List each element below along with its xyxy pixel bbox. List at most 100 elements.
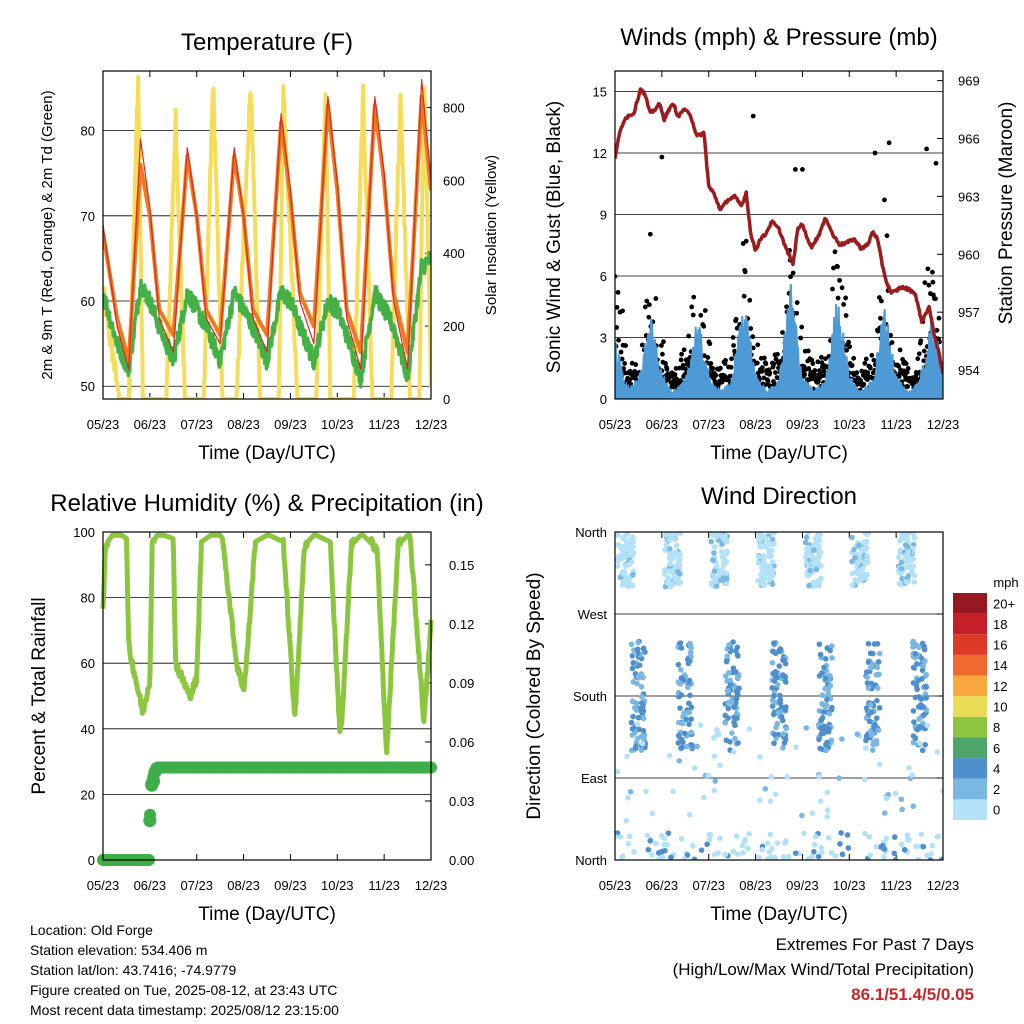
temp-xlabel: Time (Day/UTC) xyxy=(198,443,336,464)
winds-y2tick-label: 969 xyxy=(958,74,980,89)
winds-ytick-label: 6 xyxy=(600,269,607,284)
wind-dir-point xyxy=(635,714,642,721)
wdir-xtick-label: 08/23 xyxy=(739,878,772,893)
wind-dir-point xyxy=(684,743,690,750)
winds-y2label: Station Pressure (Maroon) xyxy=(996,102,1017,325)
gust-point xyxy=(933,296,938,302)
station-pressure-line xyxy=(615,87,943,375)
temp-y2tick-label: 600 xyxy=(443,173,465,188)
rh-y2tick-label: 0.03 xyxy=(449,794,474,809)
wind-dir-point xyxy=(640,645,647,652)
wind-dir-point xyxy=(876,704,883,711)
wind-dir-point xyxy=(710,557,716,564)
wind-dir-point xyxy=(815,578,821,584)
wind-dir-point xyxy=(910,739,917,746)
gust-point xyxy=(701,353,707,359)
gust-point xyxy=(713,372,719,378)
wind-dir-point xyxy=(812,833,819,840)
gust-point xyxy=(672,372,678,377)
wind-dir-point xyxy=(665,579,671,585)
wind-dir-point xyxy=(821,664,827,671)
gust-point xyxy=(710,366,716,371)
gust-point xyxy=(800,167,805,172)
gust-point xyxy=(897,371,903,376)
wind-dir-point xyxy=(705,772,712,779)
wind-dir-point xyxy=(675,732,682,739)
wind-dir-point xyxy=(676,758,683,764)
wind-dir-point xyxy=(767,576,773,583)
wind-dir-point xyxy=(873,741,880,747)
wind-dir-point xyxy=(865,640,872,647)
wind-dir-point xyxy=(739,842,746,849)
winds-xtick-label: 06/23 xyxy=(646,417,679,432)
wind-dir-point xyxy=(653,840,659,847)
wind-dir-point xyxy=(709,532,716,538)
wind-dir-point xyxy=(760,553,767,560)
wind-dir-point xyxy=(675,679,682,685)
winds-y2tick-label: 966 xyxy=(958,132,980,147)
gust-point xyxy=(747,297,753,303)
wind-dir-point xyxy=(701,794,707,801)
wind-dir-point xyxy=(761,533,767,540)
gust-point xyxy=(879,298,884,304)
gust-point xyxy=(622,361,627,366)
wind-dir-point xyxy=(824,813,831,820)
rh-plot-border xyxy=(102,531,432,861)
wdir-xtick-label: 12/23 xyxy=(927,878,960,893)
gust-point xyxy=(681,347,687,353)
winds-xtick-label: 09/23 xyxy=(786,417,819,432)
wind-dir-point xyxy=(852,577,859,583)
wind-dir-point xyxy=(867,702,874,708)
wind-dir-point xyxy=(638,706,645,712)
gust-point xyxy=(759,369,765,374)
wind-dir-point xyxy=(806,546,813,553)
wind-dir-point xyxy=(625,795,631,801)
gust-point xyxy=(790,270,796,276)
wind-dir-point xyxy=(904,532,910,539)
wind-dir-point xyxy=(906,765,912,771)
gust-point xyxy=(763,361,769,367)
wind-dir-point xyxy=(639,741,646,747)
winds-xlabel: Time (Day/UTC) xyxy=(710,443,848,464)
wind-dir-point xyxy=(898,559,905,566)
wind-dir-point xyxy=(922,658,928,664)
gust-point xyxy=(615,325,619,330)
wind-dir-point xyxy=(839,736,845,742)
wind-dir-point xyxy=(769,845,775,852)
wind-dir-point xyxy=(666,752,673,759)
wind-dir-point xyxy=(630,538,636,545)
wind-dir-point xyxy=(824,739,830,746)
wind-dir-point xyxy=(772,650,779,657)
gust-point xyxy=(750,345,756,351)
gust-point xyxy=(741,293,747,299)
colorbar-label: 14 xyxy=(993,658,1007,673)
wind-dir-point xyxy=(662,547,668,553)
temp-ylabel: 2m & 9m T (Red, Orange) & 2m Td (Green) xyxy=(39,90,56,379)
wind-dir-point xyxy=(638,747,645,753)
wind-dir-point xyxy=(643,788,649,795)
winds-ylabel: Sonic Wind & Gust (Blue, Black) xyxy=(544,101,565,373)
wind-dir-point xyxy=(759,846,766,853)
wind-dir-point xyxy=(912,651,919,657)
figure-created: Figure created on Tue, 2025-08-12, at 23… xyxy=(30,982,338,998)
wind-dir-point xyxy=(740,850,746,856)
wind-dir-point xyxy=(881,854,887,860)
wdir-xlabel: Time (Day/UTC) xyxy=(710,904,848,925)
gust-point xyxy=(701,323,707,329)
gust-point xyxy=(844,347,850,353)
wind-dir-point xyxy=(862,745,869,752)
wind-dir-point xyxy=(927,857,934,860)
temp-xtick-label: 08/23 xyxy=(227,417,260,432)
rh-xtick-label: 11/23 xyxy=(368,878,400,893)
gust-point xyxy=(821,368,827,374)
gust-point xyxy=(888,332,893,338)
gust-point xyxy=(771,361,777,367)
wind-dir-point xyxy=(713,583,720,590)
wind-dir-point xyxy=(706,836,713,843)
gust-point xyxy=(615,304,620,310)
wind-dir-point xyxy=(762,785,769,792)
wind-dir-point xyxy=(849,582,856,588)
wind-dir-point xyxy=(836,775,842,781)
wind-dir-point xyxy=(625,840,632,847)
wind-dir-point xyxy=(837,841,843,847)
